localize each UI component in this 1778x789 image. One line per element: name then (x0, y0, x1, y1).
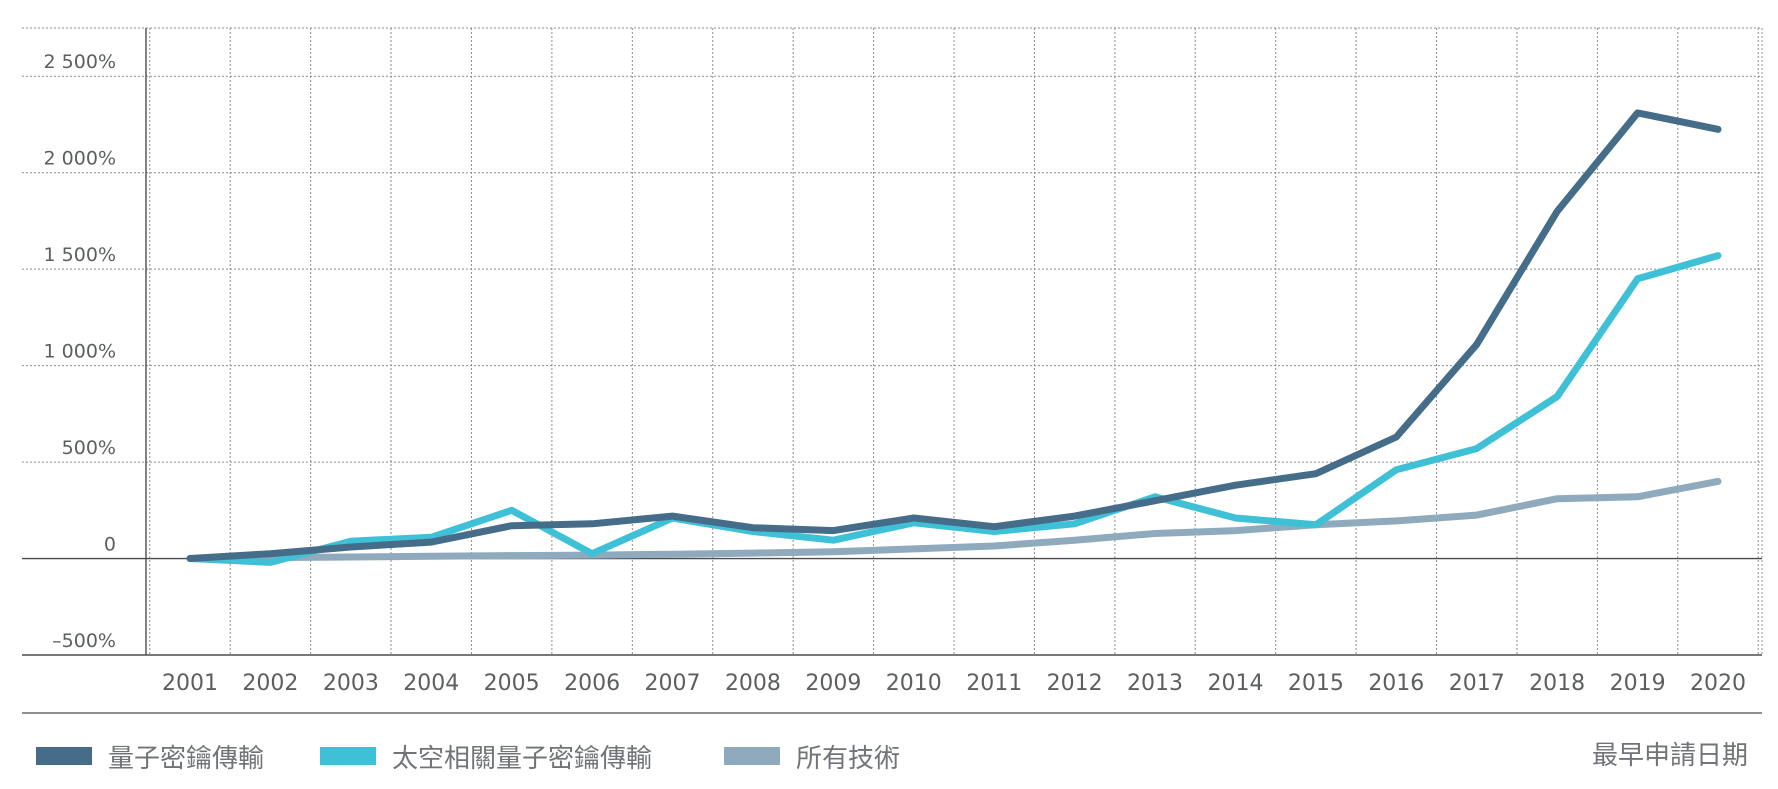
legend-swatch-space-qkd (320, 747, 376, 765)
y-tick-label: –500% (52, 630, 116, 652)
x-tick-labels: 2001 2002 2003 2004 2005 2006 2007 2008 2009 2010… (162, 671, 1746, 696)
x-tick-label: 2004 (403, 671, 459, 696)
legend-item-qkd: 量子密鑰傳輸 (36, 736, 264, 776)
x-axis-title: 最早申請日期 (1592, 736, 1748, 776)
y-tick-label: 1 500% (44, 244, 116, 266)
y-tick-labels: 2 500% 2 000% 1 500% 1 000% 500% 0 –500% (44, 51, 116, 652)
series-line-0 (190, 113, 1718, 559)
x-tick-label: 2002 (242, 671, 298, 696)
x-tick-label: 2020 (1690, 671, 1746, 696)
x-tick-label: 2014 (1207, 671, 1263, 696)
legend-swatch-qkd (36, 747, 92, 765)
x-tick-label: 2018 (1529, 671, 1585, 696)
legend-label-space-qkd: 太空相關量子密鑰傳輸 (392, 738, 652, 775)
legend-item-all-tech: 所有技術 (724, 736, 900, 776)
x-tick-label: 2009 (805, 671, 861, 696)
y-tick-label: 2 500% (44, 51, 116, 73)
x-tick-label: 2019 (1610, 671, 1666, 696)
x-tick-label: 2005 (484, 671, 540, 696)
axes (22, 28, 1762, 713)
x-tick-label: 2015 (1288, 671, 1344, 696)
legend-label-qkd: 量子密鑰傳輸 (108, 738, 264, 775)
x-tick-label: 2012 (1047, 671, 1103, 696)
y-tick-label: 0 (104, 534, 116, 556)
x-tick-label: 2006 (564, 671, 620, 696)
x-tick-label: 2007 (645, 671, 701, 696)
legend-item-space-qkd: 太空相關量子密鑰傳輸 (320, 736, 652, 776)
legend-label-all-tech: 所有技術 (796, 738, 900, 775)
legend-swatch-all-tech (724, 747, 780, 765)
x-tick-label: 2010 (886, 671, 942, 696)
x-tick-label: 2001 (162, 671, 218, 696)
y-tick-label: 1 000% (44, 341, 116, 363)
x-tick-label: 2003 (323, 671, 379, 696)
x-tick-label: 2008 (725, 671, 781, 696)
line-chart: 2 500%2 000%1 500%1 000%500%0–500% 20012… (0, 0, 1778, 736)
legend: 量子密鑰傳輸 太空相關量子密鑰傳輸 所有技術 (0, 736, 1778, 776)
x-tick-label: 2013 (1127, 671, 1183, 696)
y-tick-label: 2 000% (44, 148, 116, 170)
x-tick-label: 2016 (1368, 671, 1424, 696)
y-tick-label: 500% (62, 437, 116, 459)
x-tick-label: 2011 (966, 671, 1022, 696)
x-tick-label: 2017 (1449, 671, 1505, 696)
